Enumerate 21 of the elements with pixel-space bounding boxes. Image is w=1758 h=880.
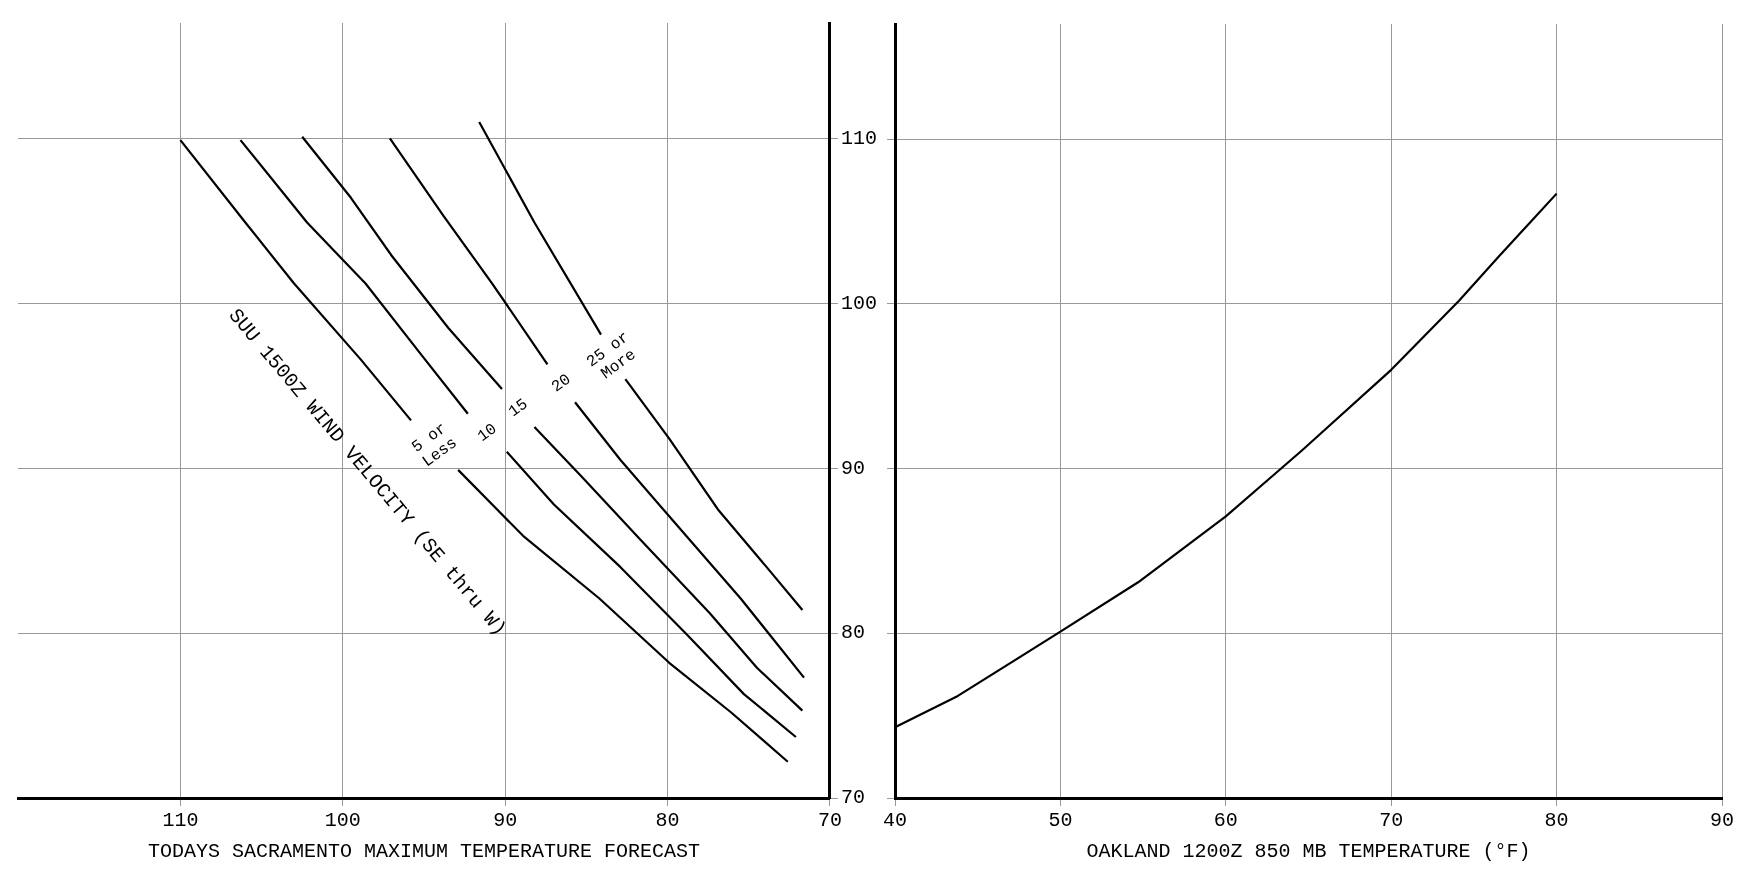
y-tick-label: 100 bbox=[840, 291, 878, 315]
x-tick-label: 110 bbox=[162, 809, 199, 833]
y-tick-label: 90 bbox=[840, 456, 866, 480]
x-tick-label: 90 bbox=[1709, 809, 1735, 833]
y-tick-label: 80 bbox=[840, 621, 866, 645]
text: 10 bbox=[474, 420, 501, 446]
x-tick-label: 80 bbox=[655, 809, 680, 833]
y-tick-label: 110 bbox=[840, 126, 878, 150]
text: 20 bbox=[548, 370, 575, 397]
x-tick-label: 100 bbox=[324, 809, 361, 833]
x-axis-title: TODAYS SACRAMENTO MAXIMUM TEMPERATURE FORECAST bbox=[147, 840, 701, 864]
x-tick-label: 40 bbox=[882, 809, 908, 833]
x-tick-label: 70 bbox=[817, 809, 842, 833]
text: 15 bbox=[505, 395, 532, 422]
x-tick-label: 80 bbox=[1544, 809, 1569, 833]
x-tick-label: 60 bbox=[1213, 809, 1238, 833]
x-tick-label: 90 bbox=[493, 809, 518, 833]
x-tick-label: 50 bbox=[1048, 809, 1073, 833]
y-tick-label: 70 bbox=[840, 786, 866, 810]
x-tick-label: 70 bbox=[1379, 809, 1404, 833]
x-axis-title: OAKLAND 1200Z 850 MB TEMPERATURE (°F) bbox=[1086, 840, 1531, 864]
